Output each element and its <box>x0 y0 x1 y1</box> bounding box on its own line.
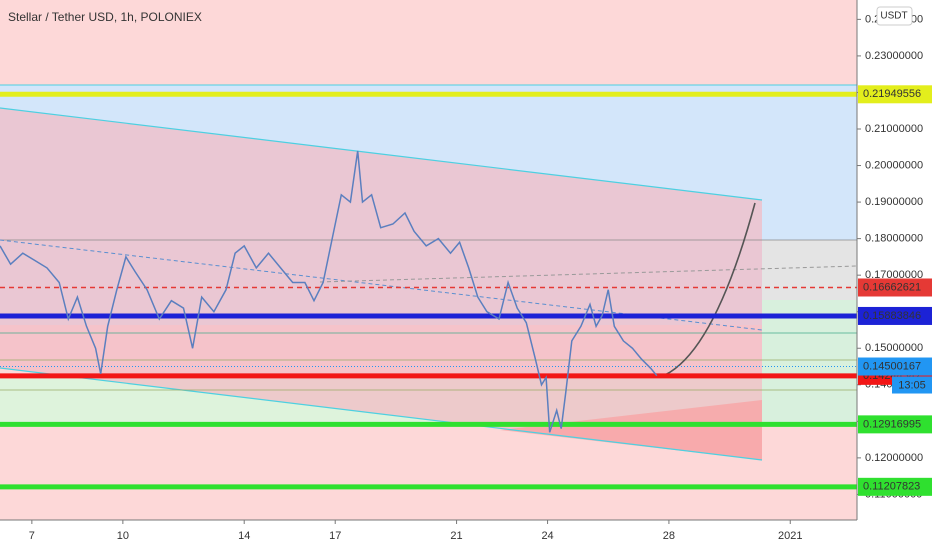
price-label: 0.15883846 <box>863 310 921 322</box>
x-tick-label: 21 <box>450 530 462 542</box>
y-tick-label: 0.12000000 <box>865 452 923 464</box>
dashed-trend <box>319 265 858 283</box>
price-label-box <box>858 415 932 434</box>
price-label-box <box>858 85 932 104</box>
price-label-box <box>858 278 932 297</box>
x-tick-label: 28 <box>663 530 675 542</box>
y-tick-label: 0.15000000 <box>865 342 923 354</box>
y-tick-label: 0.20000000 <box>865 159 923 171</box>
countdown-box <box>892 376 932 394</box>
chart-title: Stellar / Tether USD, 1h, POLONIEX <box>8 10 202 24</box>
price-label: 0.16662621 <box>863 281 921 293</box>
price-label: 0.12916995 <box>863 418 921 430</box>
y-tick-label: 0.18000000 <box>865 233 923 245</box>
trend-bottom <box>0 367 763 461</box>
currency: USDT <box>880 11 907 22</box>
countdown: 13:05 <box>898 379 926 391</box>
x-tick-label: 7 <box>29 530 35 542</box>
price-label: 0.11207823 <box>863 481 920 493</box>
grey-zone <box>762 240 857 300</box>
x-tick-label: 24 <box>541 530 553 542</box>
x-axis-area <box>0 520 932 550</box>
projection-curve <box>664 202 756 376</box>
trend-top <box>0 107 763 201</box>
y-tick-label: 0.17000000 <box>865 269 923 281</box>
currency-badge[interactable] <box>876 6 913 26</box>
price-label: 0.14500167 <box>863 360 921 372</box>
x-tick-label: 2021 <box>778 530 802 542</box>
price-label-box <box>858 306 932 325</box>
price-label-box <box>858 477 932 496</box>
price-label-box <box>858 357 932 376</box>
x-tick-label: 14 <box>238 530 250 542</box>
y-tick-label: 0.23000000 <box>865 50 923 62</box>
y-tick-label: 0.19000000 <box>865 196 923 208</box>
x-tick-label: 17 <box>329 530 341 542</box>
channel <box>0 108 762 460</box>
y-axis-area <box>857 0 932 520</box>
price-label: 0.21949556 <box>863 88 921 100</box>
x-tick-label: 10 <box>117 530 129 542</box>
red-wedge <box>500 400 762 460</box>
price-line <box>0 150 658 433</box>
y-tick-label: 0.21000000 <box>865 123 923 135</box>
green-zone <box>762 300 857 425</box>
